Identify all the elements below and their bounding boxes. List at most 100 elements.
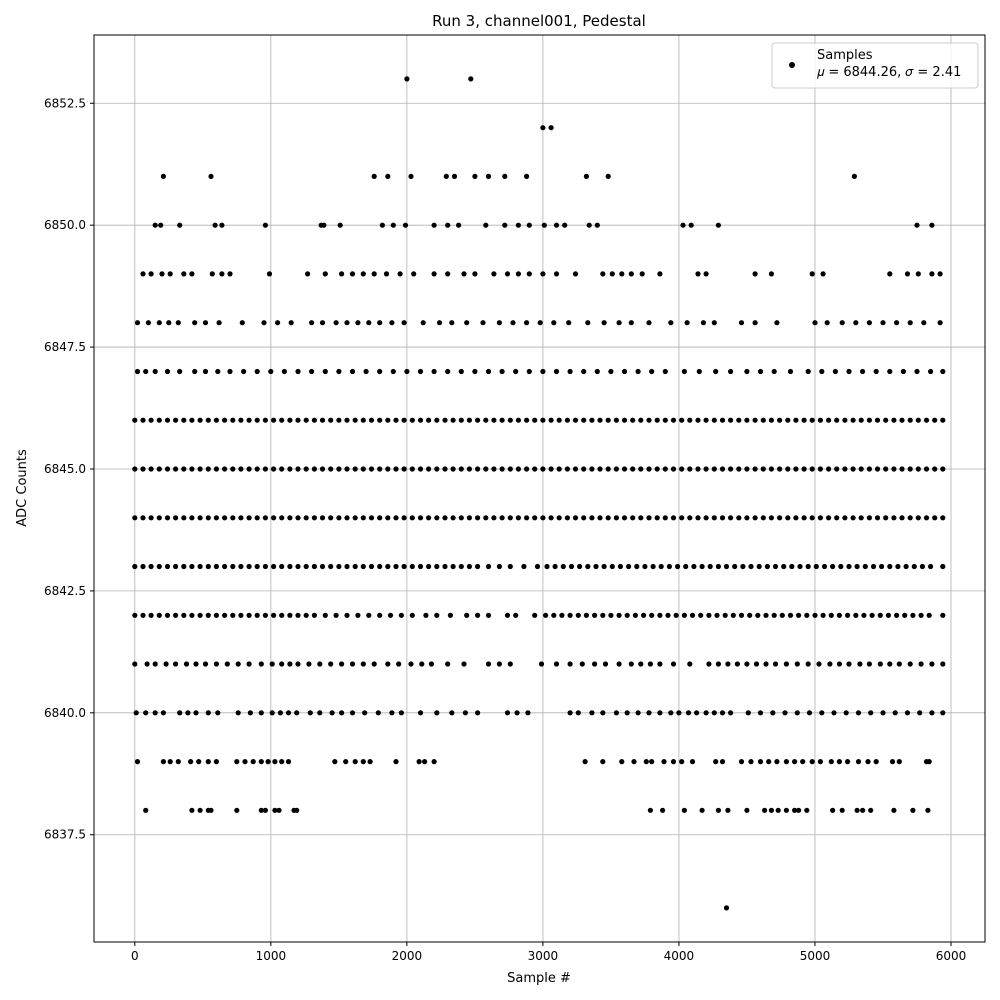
- data-point: [450, 563, 456, 570]
- data-point: [402, 222, 409, 228]
- data-point: [295, 563, 301, 570]
- data-point: [262, 466, 268, 472]
- data-point: [597, 417, 603, 423]
- data-point: [145, 320, 151, 326]
- data-point: [442, 417, 448, 423]
- data-point: [366, 612, 372, 618]
- data-point: [642, 563, 648, 570]
- data-point: [431, 271, 437, 277]
- data-point: [507, 661, 513, 667]
- data-point: [768, 417, 775, 423]
- data-point: [703, 710, 709, 716]
- data-point: [860, 807, 866, 813]
- data-point: [820, 612, 826, 618]
- data-point: [515, 417, 522, 423]
- data-point: [836, 759, 843, 765]
- data-point: [869, 612, 875, 618]
- data-point: [812, 612, 818, 618]
- data-point: [740, 563, 746, 570]
- data-point: [450, 417, 456, 423]
- data-point: [371, 271, 377, 277]
- data-point: [475, 466, 481, 472]
- data-point: [344, 417, 350, 423]
- data-point: [680, 222, 686, 228]
- data-point: [638, 661, 644, 667]
- data-point: [164, 417, 171, 423]
- data-point: [628, 661, 634, 667]
- data-point: [654, 417, 660, 423]
- data-point: [295, 515, 301, 521]
- data-point: [269, 661, 275, 667]
- data-point: [666, 563, 673, 570]
- y-tick-label: 6842.5: [44, 584, 86, 598]
- data-point: [564, 515, 571, 521]
- data-point: [303, 466, 309, 472]
- data-point: [132, 563, 138, 570]
- data-point: [689, 759, 696, 765]
- data-point: [719, 515, 726, 521]
- data-point: [646, 710, 652, 716]
- data-point: [339, 661, 345, 667]
- data-point: [846, 368, 852, 375]
- data-point: [423, 612, 429, 618]
- data-point: [581, 417, 587, 423]
- data-point: [789, 563, 795, 570]
- data-point: [657, 710, 663, 716]
- data-point: [246, 515, 252, 521]
- data-point: [268, 368, 274, 375]
- data-point: [499, 466, 505, 472]
- data-point: [575, 612, 581, 618]
- data-point: [152, 368, 158, 375]
- data-point: [923, 466, 930, 472]
- data-point: [911, 563, 917, 570]
- data-point: [834, 515, 840, 521]
- data-point: [205, 612, 211, 618]
- data-point: [295, 612, 301, 618]
- data-point: [649, 759, 655, 765]
- data-point: [507, 466, 513, 472]
- data-point: [719, 710, 726, 716]
- data-point: [230, 515, 236, 521]
- data-point: [254, 466, 260, 472]
- data-point: [632, 612, 639, 618]
- data-point: [140, 271, 146, 277]
- data-point: [752, 271, 758, 277]
- data-point: [393, 515, 399, 521]
- data-point: [828, 759, 834, 765]
- data-point: [362, 710, 368, 716]
- data-point: [173, 661, 179, 667]
- data-point: [691, 563, 697, 570]
- data-point: [134, 368, 141, 375]
- data-point: [670, 466, 677, 472]
- data-point: [337, 222, 343, 228]
- data-point: [902, 612, 908, 618]
- data-point: [553, 222, 560, 228]
- data-point: [873, 368, 879, 375]
- data-point: [197, 807, 203, 813]
- data-point: [854, 807, 860, 813]
- data-point: [887, 563, 893, 570]
- data-point: [831, 710, 837, 716]
- data-point: [728, 417, 734, 423]
- data-point: [628, 271, 634, 277]
- data-point: [600, 759, 606, 765]
- data-point: [711, 417, 717, 423]
- data-point: [817, 417, 824, 423]
- data-point: [205, 563, 211, 570]
- data-point: [722, 612, 728, 618]
- data-point: [793, 466, 799, 472]
- data-point: [349, 368, 356, 375]
- data-point: [915, 417, 921, 423]
- data-point: [132, 466, 138, 472]
- legend: Samples 𝜇 = 6844.26, 𝜎 = 2.41: [771, 42, 979, 89]
- data-point: [842, 466, 848, 472]
- data-point: [417, 368, 424, 375]
- data-point: [617, 563, 624, 570]
- data-point: [866, 515, 873, 521]
- data-point: [466, 417, 472, 423]
- data-point: [940, 710, 946, 716]
- data-point: [360, 759, 366, 765]
- data-point: [279, 466, 285, 472]
- data-point: [202, 661, 209, 667]
- data-point: [736, 515, 742, 521]
